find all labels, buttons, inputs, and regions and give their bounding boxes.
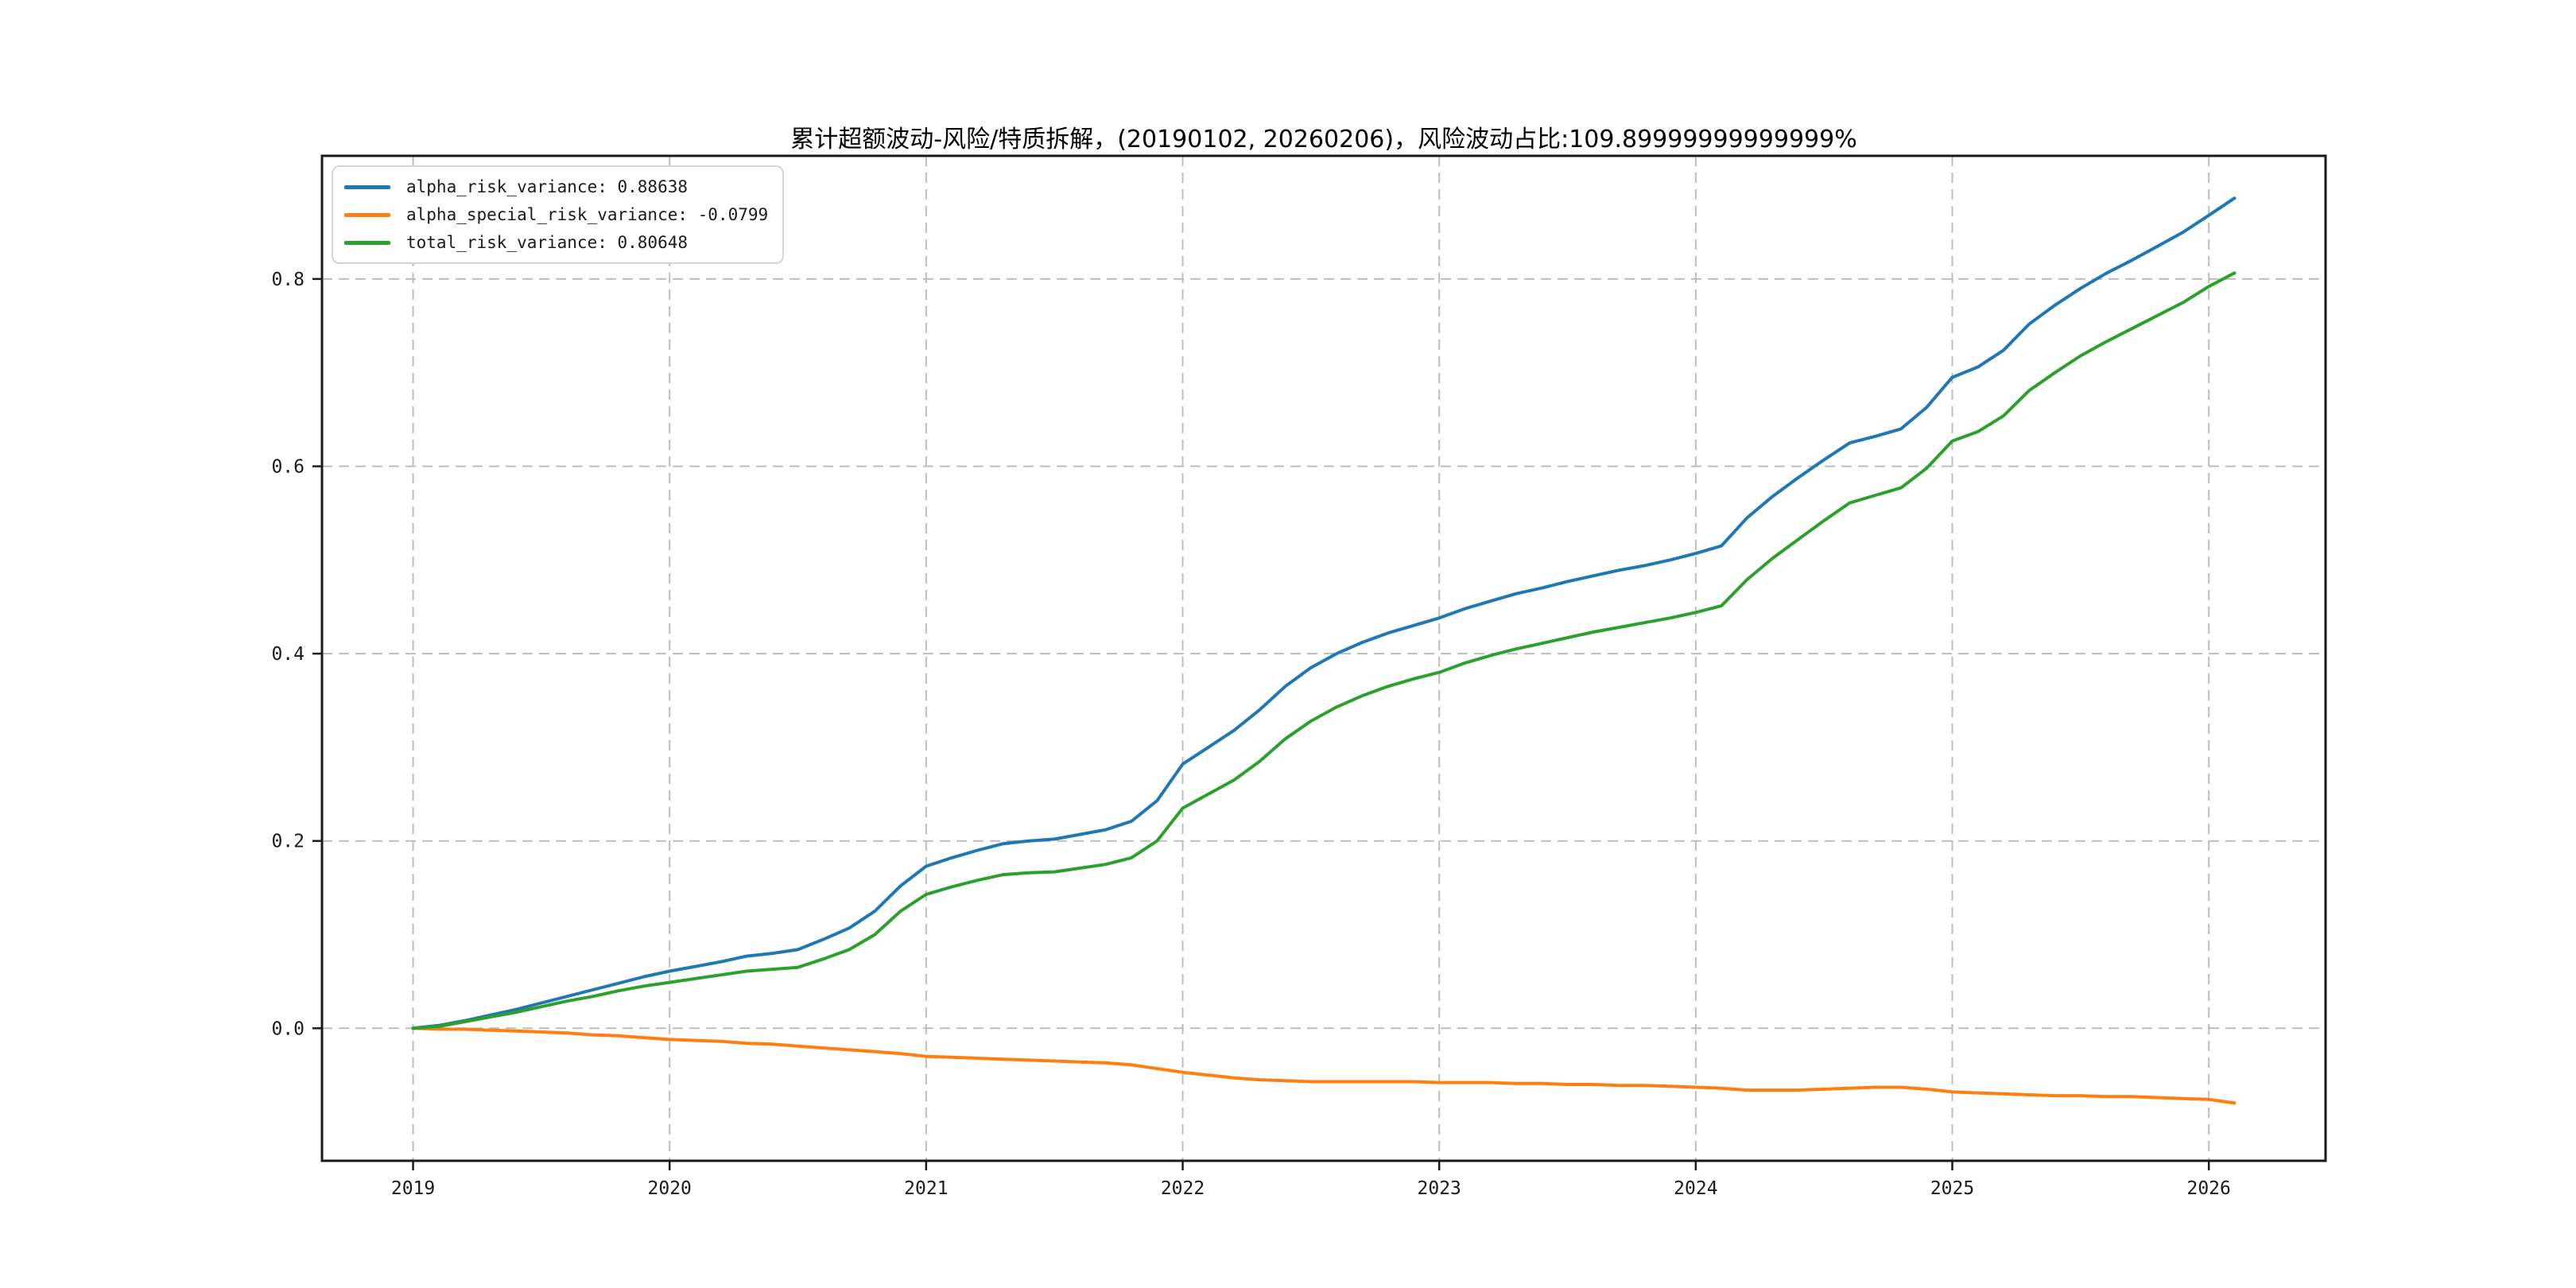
x-tick-label-2021: 2021 (904, 1178, 948, 1199)
x-tick-label-2023: 2023 (1418, 1178, 1461, 1199)
legend-item-label: alpha_risk_variance: 0.88638 (406, 177, 689, 196)
series-line-total_risk_variance (411, 271, 2237, 1030)
y-tick-label-0.8: 0.8 (271, 270, 305, 290)
chart-title: 累计超额波动-风险/特质拆解，(20190102, 20260206)，风险波动… (790, 126, 1857, 153)
x-tick-label-2026: 2026 (2186, 1178, 2230, 1199)
y-tick-label-0.2: 0.2 (271, 832, 305, 852)
legend-item: alpha_special_risk_variance: -0.0799 (344, 203, 768, 227)
legend-item-label: alpha_special_risk_variance: -0.0799 (406, 205, 769, 224)
x-tick-label-2020: 2020 (648, 1178, 692, 1199)
series-line-alpha_risk_variance (411, 196, 2237, 1030)
x-tick-label-2022: 2022 (1161, 1178, 1205, 1199)
y-tick-label-0.4: 0.4 (271, 644, 305, 665)
legend-item: total_risk_variance: 0.80648 (344, 231, 768, 254)
x-tick-label-2025: 2025 (1930, 1178, 1974, 1199)
legend-item: alpha_risk_variance: 0.88638 (344, 175, 768, 199)
series-line-alpha_special_risk_variance (411, 1026, 2237, 1105)
x-tick-label-2019: 2019 (391, 1178, 435, 1199)
y-tick-label-0: 0.0 (271, 1018, 305, 1039)
legend-line-sample-icon (344, 184, 390, 189)
legend-line-sample-icon (344, 212, 390, 217)
legend-item-label: total_risk_variance: 0.80648 (406, 233, 689, 252)
y-tick-label-0.6: 0.6 (271, 457, 305, 478)
legend-line-sample-icon (344, 240, 390, 245)
plot-border (320, 154, 2327, 1162)
x-tick-label-2024: 2024 (1674, 1178, 1717, 1199)
legend-box: alpha_risk_variance: 0.88638 alpha_specia… (332, 165, 785, 264)
